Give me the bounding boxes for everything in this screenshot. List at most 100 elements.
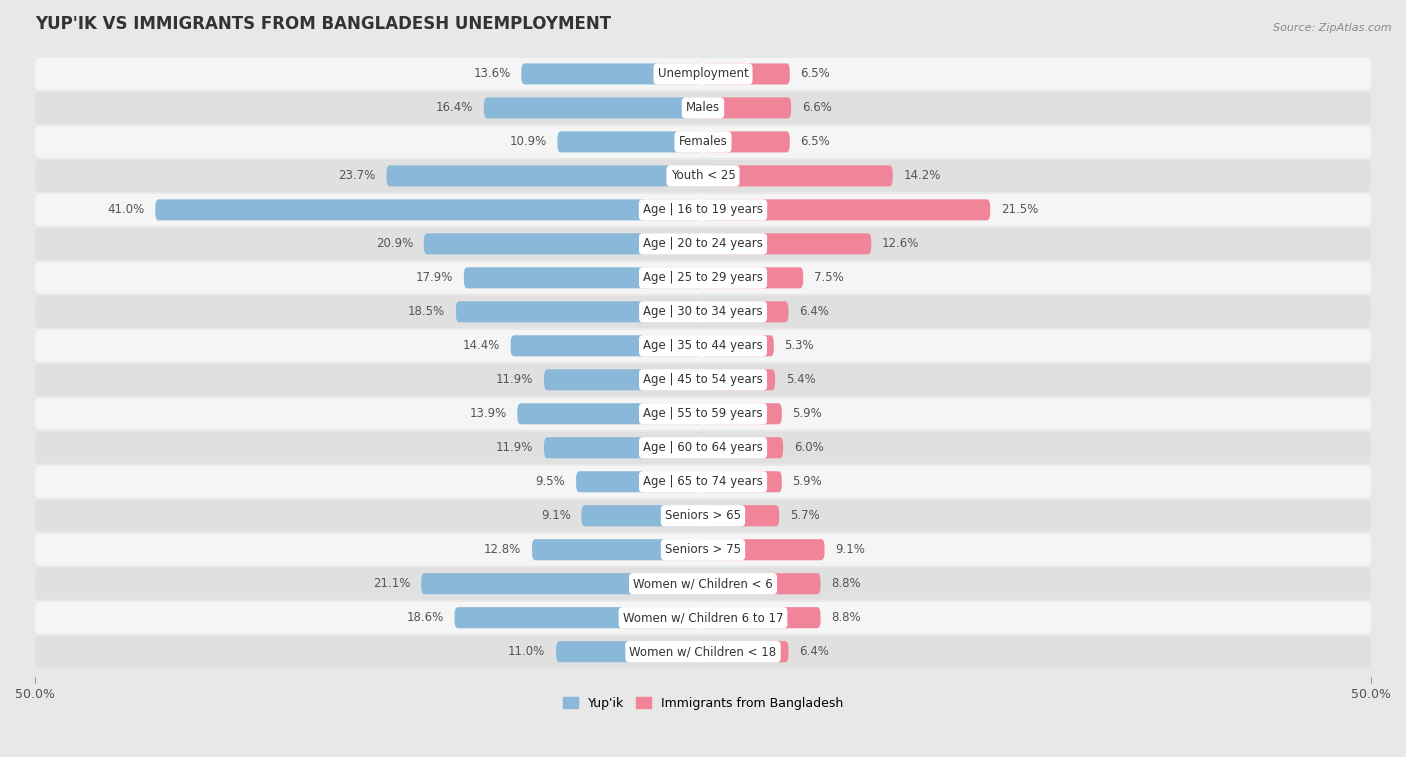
Text: Males: Males [686, 101, 720, 114]
Text: Age | 35 to 44 years: Age | 35 to 44 years [643, 339, 763, 352]
Text: Youth < 25: Youth < 25 [671, 170, 735, 182]
FancyBboxPatch shape [35, 160, 1371, 192]
FancyBboxPatch shape [35, 296, 1371, 328]
FancyBboxPatch shape [703, 233, 872, 254]
FancyBboxPatch shape [387, 165, 703, 186]
FancyBboxPatch shape [703, 369, 775, 391]
Text: 14.2%: 14.2% [904, 170, 941, 182]
Text: Women w/ Children < 18: Women w/ Children < 18 [630, 645, 776, 658]
FancyBboxPatch shape [35, 431, 1371, 464]
Text: Source: ZipAtlas.com: Source: ZipAtlas.com [1274, 23, 1392, 33]
Text: 18.5%: 18.5% [408, 305, 446, 319]
FancyBboxPatch shape [703, 539, 824, 560]
Text: 7.5%: 7.5% [814, 271, 844, 285]
Text: 21.5%: 21.5% [1001, 204, 1038, 217]
FancyBboxPatch shape [35, 58, 1371, 90]
FancyBboxPatch shape [576, 471, 703, 492]
FancyBboxPatch shape [703, 335, 773, 357]
FancyBboxPatch shape [35, 262, 1371, 294]
FancyBboxPatch shape [464, 267, 703, 288]
Text: 6.5%: 6.5% [800, 67, 831, 80]
Text: 41.0%: 41.0% [107, 204, 145, 217]
Text: Seniors > 75: Seniors > 75 [665, 544, 741, 556]
Text: Women w/ Children 6 to 17: Women w/ Children 6 to 17 [623, 611, 783, 625]
FancyBboxPatch shape [544, 438, 703, 458]
FancyBboxPatch shape [35, 568, 1371, 600]
Text: Age | 45 to 54 years: Age | 45 to 54 years [643, 373, 763, 386]
FancyBboxPatch shape [703, 132, 790, 152]
FancyBboxPatch shape [35, 466, 1371, 497]
FancyBboxPatch shape [703, 641, 789, 662]
Text: Unemployment: Unemployment [658, 67, 748, 80]
Text: 10.9%: 10.9% [509, 136, 547, 148]
Text: 5.9%: 5.9% [793, 407, 823, 420]
FancyBboxPatch shape [35, 534, 1371, 565]
FancyBboxPatch shape [510, 335, 703, 357]
FancyBboxPatch shape [35, 92, 1371, 124]
FancyBboxPatch shape [531, 539, 703, 560]
FancyBboxPatch shape [423, 233, 703, 254]
FancyBboxPatch shape [35, 602, 1371, 634]
Text: 11.0%: 11.0% [508, 645, 546, 658]
FancyBboxPatch shape [456, 301, 703, 322]
FancyBboxPatch shape [555, 641, 703, 662]
FancyBboxPatch shape [703, 403, 782, 425]
Text: Age | 65 to 74 years: Age | 65 to 74 years [643, 475, 763, 488]
Text: 6.6%: 6.6% [801, 101, 832, 114]
Text: 9.1%: 9.1% [541, 509, 571, 522]
Text: YUP'IK VS IMMIGRANTS FROM BANGLADESH UNEMPLOYMENT: YUP'IK VS IMMIGRANTS FROM BANGLADESH UNE… [35, 15, 612, 33]
Text: 23.7%: 23.7% [339, 170, 375, 182]
Text: 5.3%: 5.3% [785, 339, 814, 352]
Text: Age | 55 to 59 years: Age | 55 to 59 years [643, 407, 763, 420]
FancyBboxPatch shape [703, 199, 990, 220]
Text: Age | 60 to 64 years: Age | 60 to 64 years [643, 441, 763, 454]
Text: 9.1%: 9.1% [835, 544, 865, 556]
FancyBboxPatch shape [703, 165, 893, 186]
FancyBboxPatch shape [703, 98, 792, 118]
FancyBboxPatch shape [703, 573, 821, 594]
FancyBboxPatch shape [703, 301, 789, 322]
FancyBboxPatch shape [703, 607, 821, 628]
Text: 17.9%: 17.9% [416, 271, 453, 285]
Text: 13.9%: 13.9% [470, 407, 506, 420]
Text: 12.8%: 12.8% [484, 544, 522, 556]
Text: 6.4%: 6.4% [799, 645, 830, 658]
Text: 11.9%: 11.9% [496, 441, 533, 454]
Text: Seniors > 65: Seniors > 65 [665, 509, 741, 522]
Text: Age | 25 to 29 years: Age | 25 to 29 years [643, 271, 763, 285]
Text: 20.9%: 20.9% [375, 238, 413, 251]
FancyBboxPatch shape [155, 199, 703, 220]
FancyBboxPatch shape [517, 403, 703, 425]
FancyBboxPatch shape [544, 369, 703, 391]
Text: 8.8%: 8.8% [831, 611, 860, 625]
Text: 9.5%: 9.5% [536, 475, 565, 488]
Text: 8.8%: 8.8% [831, 577, 860, 590]
Text: 5.4%: 5.4% [786, 373, 815, 386]
Legend: Yup'ik, Immigrants from Bangladesh: Yup'ik, Immigrants from Bangladesh [558, 692, 848, 715]
FancyBboxPatch shape [35, 636, 1371, 668]
FancyBboxPatch shape [35, 228, 1371, 260]
Text: Age | 20 to 24 years: Age | 20 to 24 years [643, 238, 763, 251]
Text: 12.6%: 12.6% [882, 238, 920, 251]
FancyBboxPatch shape [35, 398, 1371, 430]
FancyBboxPatch shape [35, 126, 1371, 158]
FancyBboxPatch shape [557, 132, 703, 152]
Text: 18.6%: 18.6% [406, 611, 444, 625]
Text: 16.4%: 16.4% [436, 101, 474, 114]
Text: 13.6%: 13.6% [474, 67, 510, 80]
FancyBboxPatch shape [35, 364, 1371, 396]
Text: 21.1%: 21.1% [373, 577, 411, 590]
Text: 6.5%: 6.5% [800, 136, 831, 148]
FancyBboxPatch shape [703, 438, 783, 458]
Text: Age | 16 to 19 years: Age | 16 to 19 years [643, 204, 763, 217]
FancyBboxPatch shape [522, 64, 703, 85]
FancyBboxPatch shape [35, 194, 1371, 226]
Text: 5.9%: 5.9% [793, 475, 823, 488]
FancyBboxPatch shape [703, 505, 779, 526]
FancyBboxPatch shape [35, 330, 1371, 362]
FancyBboxPatch shape [422, 573, 703, 594]
Text: 11.9%: 11.9% [496, 373, 533, 386]
Text: Age | 30 to 34 years: Age | 30 to 34 years [643, 305, 763, 319]
FancyBboxPatch shape [703, 64, 790, 85]
Text: Females: Females [679, 136, 727, 148]
